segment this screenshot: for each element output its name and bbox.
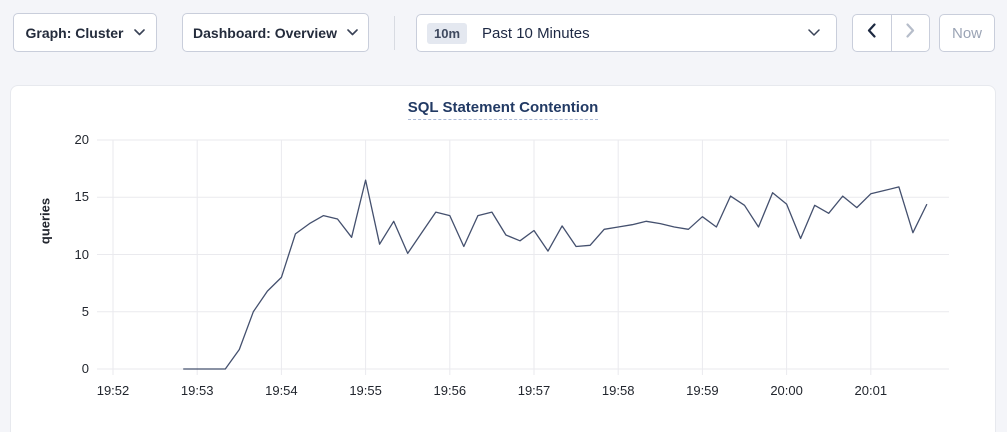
x-tick-label: 19:56 xyxy=(433,383,467,398)
y-tick-label: 15 xyxy=(74,189,89,205)
toolbar-divider xyxy=(394,16,395,50)
graph-dropdown-label: Graph: Cluster xyxy=(25,24,124,41)
y-tick-label: 0 xyxy=(81,361,89,376)
now-button-label: Now xyxy=(951,24,982,42)
x-tick-label: 19:53 xyxy=(180,383,214,398)
now-button[interactable]: Now xyxy=(939,14,995,52)
x-tick-label: 19:58 xyxy=(601,383,635,398)
chevron-down-icon xyxy=(347,29,358,36)
dashboard-dropdown[interactable]: Dashboard: Overview xyxy=(182,13,369,52)
chart-title-row: SQL Statement Contention xyxy=(11,99,995,120)
chevron-right-icon xyxy=(906,23,915,43)
x-tick-label: 19:59 xyxy=(686,383,719,398)
time-prev-button[interactable] xyxy=(853,15,891,51)
chevron-left-icon xyxy=(867,23,876,43)
dashboard-dropdown-label: Dashboard: Overview xyxy=(193,24,337,41)
time-range-badge: 10m xyxy=(427,22,468,44)
y-tick-label: 5 xyxy=(81,303,89,319)
graph-dropdown[interactable]: Graph: Cluster xyxy=(13,13,157,52)
x-tick-label: 19:55 xyxy=(349,383,382,398)
x-tick-label: 20:00 xyxy=(770,383,803,398)
time-range-select[interactable]: 10m Past 10 Minutes xyxy=(416,14,837,52)
line-chart-plot[interactable] xyxy=(11,86,997,432)
time-next-button[interactable] xyxy=(890,15,930,51)
chevron-down-icon xyxy=(133,29,145,36)
y-tick-label: 10 xyxy=(74,246,89,262)
x-tick-label: 19:52 xyxy=(96,383,130,398)
time-range-label: Past 10 Minutes xyxy=(482,24,590,42)
x-tick-label: 19:57 xyxy=(517,383,551,398)
x-tick-label: 20:01 xyxy=(854,383,888,398)
time-nav-group xyxy=(852,14,930,52)
chart-card: SQL Statement Contention queries 0 5 10 15 2… xyxy=(10,85,996,432)
metric-line-series xyxy=(183,179,928,370)
chart-title[interactable]: SQL Statement Contention xyxy=(407,99,599,120)
y-tick-label: 20 xyxy=(74,132,89,147)
chevron-down-icon xyxy=(808,29,820,37)
x-tick-label: 19:54 xyxy=(265,383,298,398)
